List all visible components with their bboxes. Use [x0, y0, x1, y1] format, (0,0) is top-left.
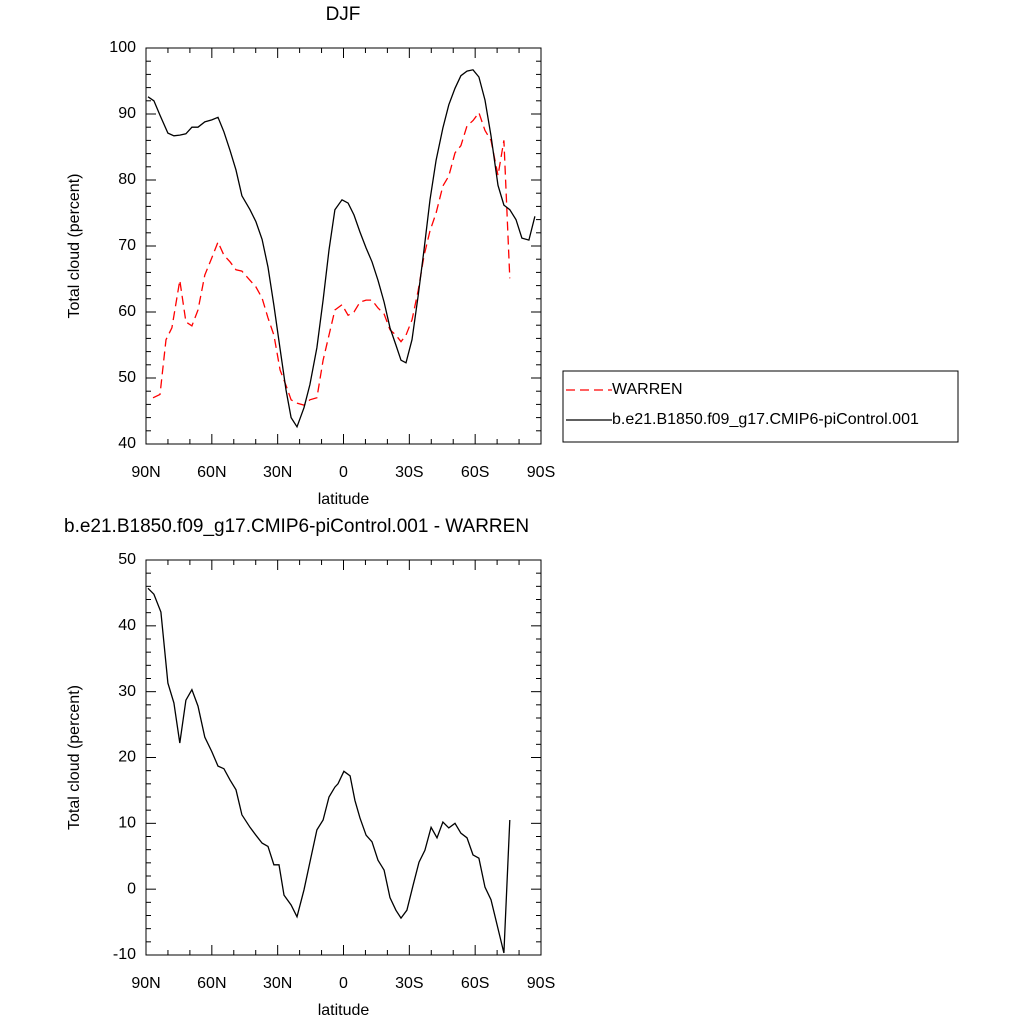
- legend-label: WARREN: [612, 381, 683, 398]
- x-tick-label: 60S: [461, 975, 489, 992]
- x-tick-label: 90S: [527, 975, 555, 992]
- x-tick-label: 30N: [263, 464, 292, 481]
- x-tick-label: 30N: [263, 975, 292, 992]
- y-tick-label: 50: [118, 551, 136, 568]
- y-tick-label: 40: [118, 435, 136, 452]
- y-axis-label: Total cloud (percent): [66, 685, 83, 830]
- x-tick-label: 30S: [395, 464, 423, 481]
- legend-label: b.e21.B1850.f09_g17.CMIP6-piControl.001: [612, 411, 919, 428]
- y-tick-label: 60: [118, 303, 136, 320]
- y-tick-label: 70: [118, 237, 136, 254]
- plot: DJF 40 50 60 70 80 90 100 90N 60N 30N 0 30S 60S 90S lat…: [66, 4, 959, 508]
- y-tick-label: 20: [118, 749, 136, 766]
- y-tick-label: 90: [118, 105, 136, 122]
- y-axis-label: Total cloud (percent): [66, 174, 83, 319]
- y-tick-label: 0: [127, 880, 136, 897]
- data-line: [147, 587, 511, 954]
- x-tick-label: 0: [339, 975, 348, 992]
- y-tick-label: 30: [118, 683, 136, 700]
- y-tick-label: 40: [118, 617, 136, 634]
- chart-title: b.e21.B1850.f09_g17.CMIP6-piControl.001 …: [64, 516, 529, 537]
- legend-box: [562, 370, 959, 443]
- y-tick-label: -10: [113, 946, 136, 963]
- y-tick-label: 10: [118, 815, 136, 832]
- x-tick-label: 30S: [395, 975, 423, 992]
- y-tick-label: 100: [109, 39, 136, 56]
- x-tick-label: 90S: [527, 464, 555, 481]
- x-tick-label: 90N: [131, 975, 160, 992]
- y-tick-label: 50: [118, 369, 136, 386]
- x-tick-label: 60N: [197, 464, 226, 481]
- data-line: [147, 69, 536, 429]
- x-tick-label: 60N: [197, 975, 226, 992]
- x-axis-label: latitude: [318, 491, 370, 508]
- data-line: [152, 111, 511, 406]
- chart-title: DJF: [326, 4, 361, 25]
- x-tick-label: 90N: [131, 464, 160, 481]
- x-tick-label: 0: [339, 464, 348, 481]
- plot: b.e21.B1850.f09_g17.CMIP6-piControl.001 …: [64, 516, 555, 1019]
- plot-frame: [145, 47, 542, 445]
- y-tick-label: 80: [118, 171, 136, 188]
- x-axis-label: latitude: [318, 1002, 370, 1019]
- x-tick-label: 60S: [461, 464, 489, 481]
- plot-frame: [145, 559, 542, 956]
